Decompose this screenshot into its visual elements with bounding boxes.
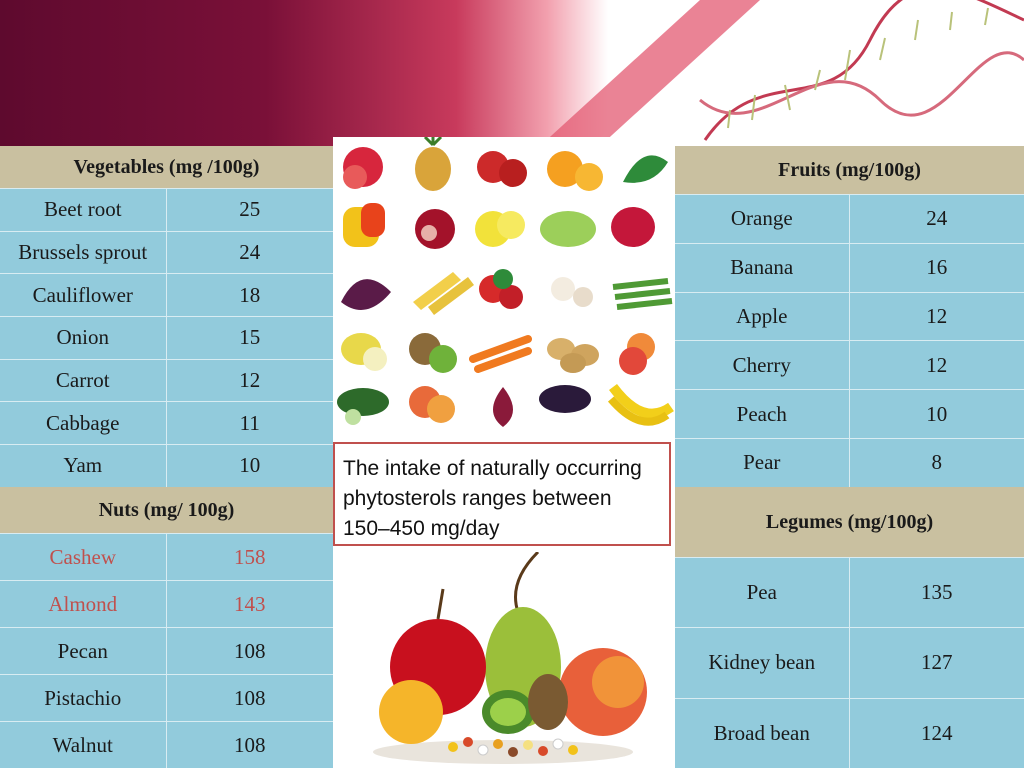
item-value: 24 — [165, 230, 333, 274]
item-value: 124 — [848, 697, 1024, 768]
produce-grid-image — [333, 135, 675, 437]
item-value: 158 — [165, 533, 334, 581]
item-name: Cabbage — [0, 401, 166, 445]
table-row: Almond 143 — [0, 580, 334, 628]
item-name: Pear — [675, 437, 849, 487]
legumes-table: Legumes (mg/100g) Pea 135 Kidney bean 127 … — [675, 487, 1024, 768]
item-name: Pistachio — [0, 674, 166, 722]
legumes-header: Legumes (mg/100g) — [675, 487, 1024, 558]
item-name: Pecan — [0, 627, 166, 675]
item-value: 12 — [848, 340, 1024, 390]
item-name: Beet root — [0, 188, 166, 232]
item-name: Cauliflower — [0, 273, 166, 317]
table-row: Brussels sprout 24 — [0, 230, 333, 274]
dna-banner-graphic — [0, 0, 1024, 146]
table-row: Cabbage 11 — [0, 401, 333, 445]
table-row: Pistachio 108 — [0, 674, 334, 722]
table-row: Pea 135 — [675, 556, 1024, 628]
vegetables-header: Vegetables (mg /100g) — [0, 146, 333, 189]
fruits-table: Fruits (mg/100g) Orange 24 Banana 16 Apple… — [675, 146, 1024, 487]
item-value: 135 — [848, 556, 1024, 628]
table-row: Broad bean 124 — [675, 697, 1024, 768]
table-row: Carrot 12 — [0, 358, 333, 402]
fruits-header: Fruits (mg/100g) — [675, 146, 1024, 195]
table-row: Beet root 25 — [0, 188, 333, 232]
item-name: Broad bean — [675, 697, 849, 768]
phytosterol-intake-callout: The intake of naturally occurring phytos… — [333, 442, 671, 546]
item-value: 18 — [165, 273, 333, 317]
item-value: 10 — [165, 444, 333, 487]
item-value: 108 — [165, 627, 334, 675]
table-row: Peach 10 — [675, 389, 1024, 439]
header-banner — [0, 0, 1024, 146]
item-value: 15 — [165, 316, 333, 360]
table-row: Kidney bean 127 — [675, 627, 1024, 699]
table-row: Walnut 108 — [0, 721, 334, 768]
nuts-table: Nuts (mg/ 100g) Cashew 158 Almond 143 Peca… — [0, 487, 334, 768]
table-row: Cauliflower 18 — [0, 273, 333, 317]
table-row: Pear 8 — [675, 437, 1024, 487]
vegetables-table: Vegetables (mg /100g) Beet root 25 Brusse… — [0, 146, 333, 487]
item-value: 12 — [165, 358, 333, 402]
item-value: 127 — [848, 627, 1024, 699]
table-row: Onion 15 — [0, 316, 333, 360]
table-row: Cherry 12 — [675, 340, 1024, 390]
item-value: 10 — [848, 389, 1024, 439]
item-name: Almond — [0, 580, 166, 628]
item-value: 25 — [165, 188, 333, 232]
item-name: Carrot — [0, 358, 166, 402]
item-value: 8 — [848, 437, 1024, 487]
table-row: Yam 10 — [0, 444, 333, 487]
item-name: Brussels sprout — [0, 230, 166, 274]
nuts-header: Nuts (mg/ 100g) — [0, 487, 334, 534]
table-row: Cashew 158 — [0, 533, 334, 581]
item-value: 143 — [165, 580, 334, 628]
item-value: 12 — [848, 291, 1024, 341]
item-value: 108 — [165, 721, 334, 768]
table-row: Pecan 108 — [0, 627, 334, 675]
item-value: 11 — [165, 401, 333, 445]
fruits-vegetables-illustration — [337, 135, 674, 427]
item-name: Yam — [0, 444, 166, 487]
item-name: Orange — [675, 194, 849, 244]
item-name: Onion — [0, 316, 166, 360]
item-name: Apple — [675, 291, 849, 341]
item-name: Cashew — [0, 533, 166, 581]
table-row: Banana 16 — [675, 242, 1024, 293]
item-value: 108 — [165, 674, 334, 722]
item-name: Kidney bean — [675, 627, 849, 699]
item-name: Cherry — [675, 340, 849, 390]
item-value: 24 — [848, 194, 1024, 244]
fruit-supplements-image — [333, 550, 675, 768]
dna-helix-icon — [699, 0, 1024, 141]
fruit-and-pills-illustration — [373, 550, 647, 764]
item-name: Walnut — [0, 721, 166, 768]
table-row: Apple 12 — [675, 291, 1024, 341]
table-row: Orange 24 — [675, 194, 1024, 244]
item-name: Banana — [675, 242, 849, 293]
item-name: Pea — [675, 556, 849, 628]
item-name: Peach — [675, 389, 849, 439]
item-value: 16 — [848, 242, 1024, 293]
